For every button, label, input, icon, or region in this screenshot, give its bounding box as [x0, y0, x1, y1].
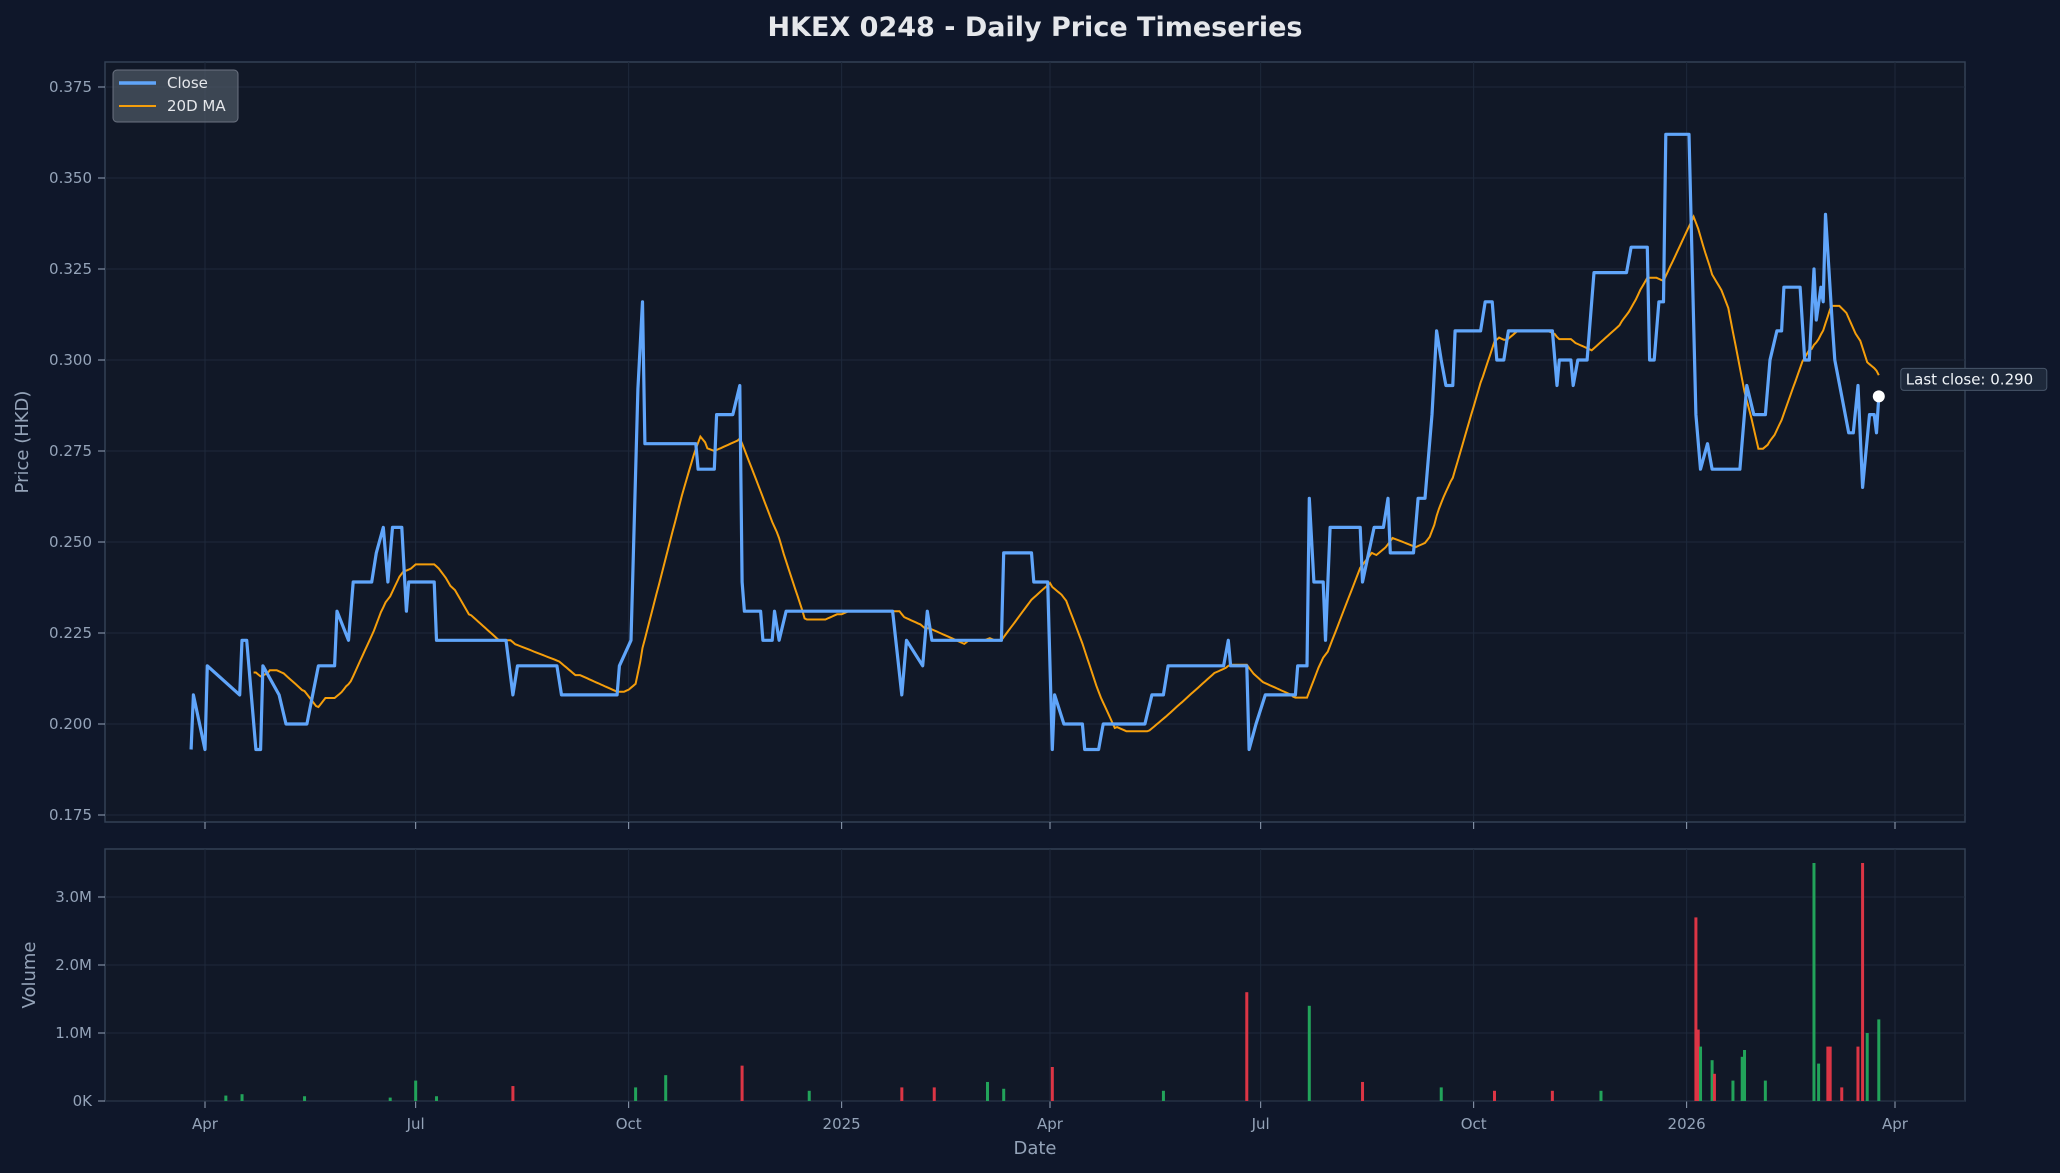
last-close-marker	[1872, 390, 1885, 403]
volume-bar	[1710, 1060, 1714, 1101]
last-close-box	[1900, 367, 2048, 391]
volume-bar	[1161, 1090, 1165, 1101]
volume-bar	[1877, 1019, 1881, 1101]
price-tick-label: 0.175	[49, 806, 92, 824]
last-close-annotation: Last close: 0.290	[1872, 367, 2048, 403]
volume-bar	[1828, 1046, 1832, 1101]
date-tick-label: Oct	[616, 1115, 642, 1133]
legend-label-close: Close	[167, 74, 208, 92]
chart-title: HKEX 0248 - Daily Price Timeseries	[767, 12, 1302, 43]
volume-bar	[1740, 1056, 1744, 1101]
price-tick-label: 0.300	[49, 351, 92, 369]
legend: Close 20D MA	[112, 69, 239, 123]
volume-bar	[1492, 1090, 1496, 1101]
volume-bar	[1817, 1063, 1821, 1101]
volume-bar	[1002, 1088, 1006, 1101]
volume-bar	[1840, 1087, 1844, 1101]
volume-bar	[414, 1080, 418, 1101]
legend-label-ma: 20D MA	[167, 97, 226, 115]
volume-bar	[511, 1086, 515, 1101]
volume-bar	[1307, 1005, 1311, 1101]
volume-bar	[1696, 1029, 1700, 1101]
volume-bar	[1550, 1090, 1554, 1101]
volume-tick-label: 0K	[73, 1092, 94, 1110]
volume-bar	[1712, 1073, 1716, 1101]
volume-tick-label: 3.0M	[55, 888, 92, 906]
price-axes	[104, 61, 1966, 823]
volume-bar	[1865, 1033, 1869, 1101]
date-tick-label: Jul	[406, 1115, 425, 1133]
last-close-label: Last close: 0.290	[1906, 370, 2033, 388]
volume-bar	[1743, 1050, 1747, 1101]
volume-tick-label: 1.0M	[55, 1024, 92, 1042]
volume-bar	[932, 1087, 936, 1101]
volume-bar	[1826, 1046, 1830, 1101]
date-tick-label: Apr	[192, 1115, 219, 1133]
volume-bar	[900, 1087, 904, 1101]
volume-bar	[1050, 1067, 1054, 1101]
volume-bar	[224, 1095, 228, 1101]
volume-bar	[985, 1081, 989, 1101]
volume-bar	[664, 1075, 668, 1101]
date-tick-label: Apr	[1882, 1115, 1909, 1133]
volume-axes	[104, 848, 1966, 1102]
volume-bar	[1245, 992, 1249, 1101]
volume-bar	[634, 1087, 638, 1101]
price-tick-label: 0.200	[49, 715, 92, 733]
date-tick-label: 2025	[823, 1115, 861, 1133]
volume-bar	[1731, 1080, 1735, 1101]
volume-bar	[1439, 1087, 1443, 1101]
price-tick-label: 0.375	[49, 78, 92, 96]
volume-tick-label: 2.0M	[55, 956, 92, 974]
volume-bar	[1599, 1090, 1603, 1101]
volume-bar	[1694, 917, 1698, 1101]
price-tick-label: 0.350	[49, 169, 92, 187]
volume-bar	[388, 1097, 392, 1101]
volume-bar	[740, 1065, 744, 1101]
ma-line	[253, 214, 1880, 733]
volume-axis-label: Volume	[19, 942, 40, 1009]
volume-bar	[1856, 1046, 1860, 1101]
price-tick-label: 0.225	[49, 624, 92, 642]
date-tick-label: 2026	[1668, 1115, 1706, 1133]
date-tick-label: Jul	[1251, 1115, 1270, 1133]
volume-bar	[303, 1096, 307, 1101]
volume-bar	[1861, 863, 1865, 1101]
price-tick-label: 0.275	[49, 442, 92, 460]
price-tick-label: 0.325	[49, 260, 92, 278]
volume-bar	[807, 1090, 811, 1101]
date-axis-label: Date	[1013, 1138, 1056, 1159]
date-tick-label: Apr	[1037, 1115, 1064, 1133]
volume-bar	[1812, 863, 1816, 1101]
price-tick-label: 0.250	[49, 533, 92, 551]
volume-bar	[1699, 1046, 1703, 1101]
close-line	[189, 132, 1881, 752]
date-tick-label: Oct	[1461, 1115, 1487, 1133]
volume-bar	[1361, 1081, 1365, 1101]
volume-bar	[240, 1094, 244, 1101]
volume-bar	[435, 1096, 439, 1101]
volume-bar	[1763, 1080, 1767, 1101]
price-axis-label: Price (HKD)	[12, 391, 33, 494]
